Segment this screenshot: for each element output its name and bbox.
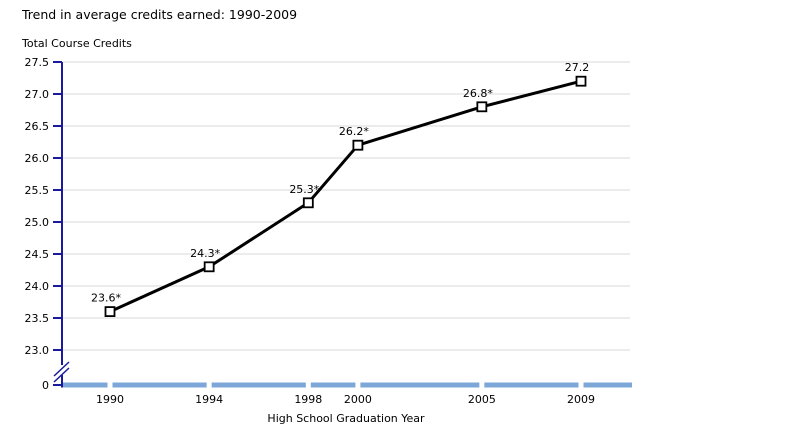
chart-title: Trend in average credits earned: 1990-20…: [22, 7, 298, 22]
y-tick-label: 25.0: [25, 216, 50, 229]
x-tick-label: 1998: [294, 393, 322, 406]
data-point-marker: [302, 197, 314, 209]
y-axis-title: Total Course Credits: [22, 37, 132, 50]
data-point-marker: [352, 139, 364, 151]
x-axis-title: High School Graduation Year: [267, 412, 425, 425]
x-tick-label: 1990: [96, 393, 124, 406]
y-tick-label: 23.5: [25, 312, 50, 325]
x-tick-label: 1994: [195, 393, 223, 406]
y-tick-label: 27.5: [25, 56, 50, 69]
x-tick-label: 2009: [567, 393, 595, 406]
y-tick-label: 24.0: [25, 280, 50, 293]
y-tick-label: 27.0: [25, 88, 50, 101]
data-point-label: 26.8*: [463, 87, 493, 100]
data-point-marker: [575, 75, 587, 87]
data-point-marker: [104, 306, 116, 318]
data-point-label: 26.2*: [339, 125, 369, 138]
y-tick-label: 26.0: [25, 152, 50, 165]
data-point-marker: [476, 101, 488, 113]
x-tick-label: 2005: [468, 393, 496, 406]
y-tick-label: 25.5: [25, 184, 50, 197]
axis-break-slash: [53, 367, 70, 383]
axis-break-slash: [53, 361, 70, 377]
data-point-label: 27.2: [565, 61, 590, 74]
y-tick-label: 0: [42, 379, 49, 392]
axis-break-gap: [59, 365, 65, 375]
data-point-label: 25.3*: [289, 183, 319, 196]
x-tick-label: 2000: [344, 393, 372, 406]
data-line: [109, 79, 582, 313]
y-tick-label: 26.5: [25, 120, 50, 133]
data-point-label: 23.6*: [91, 292, 121, 305]
y-tick-label: 23.0: [25, 344, 50, 357]
y-tick-label: 24.5: [25, 248, 50, 261]
data-point-marker: [203, 261, 215, 273]
data-point-label: 24.3*: [190, 247, 220, 260]
